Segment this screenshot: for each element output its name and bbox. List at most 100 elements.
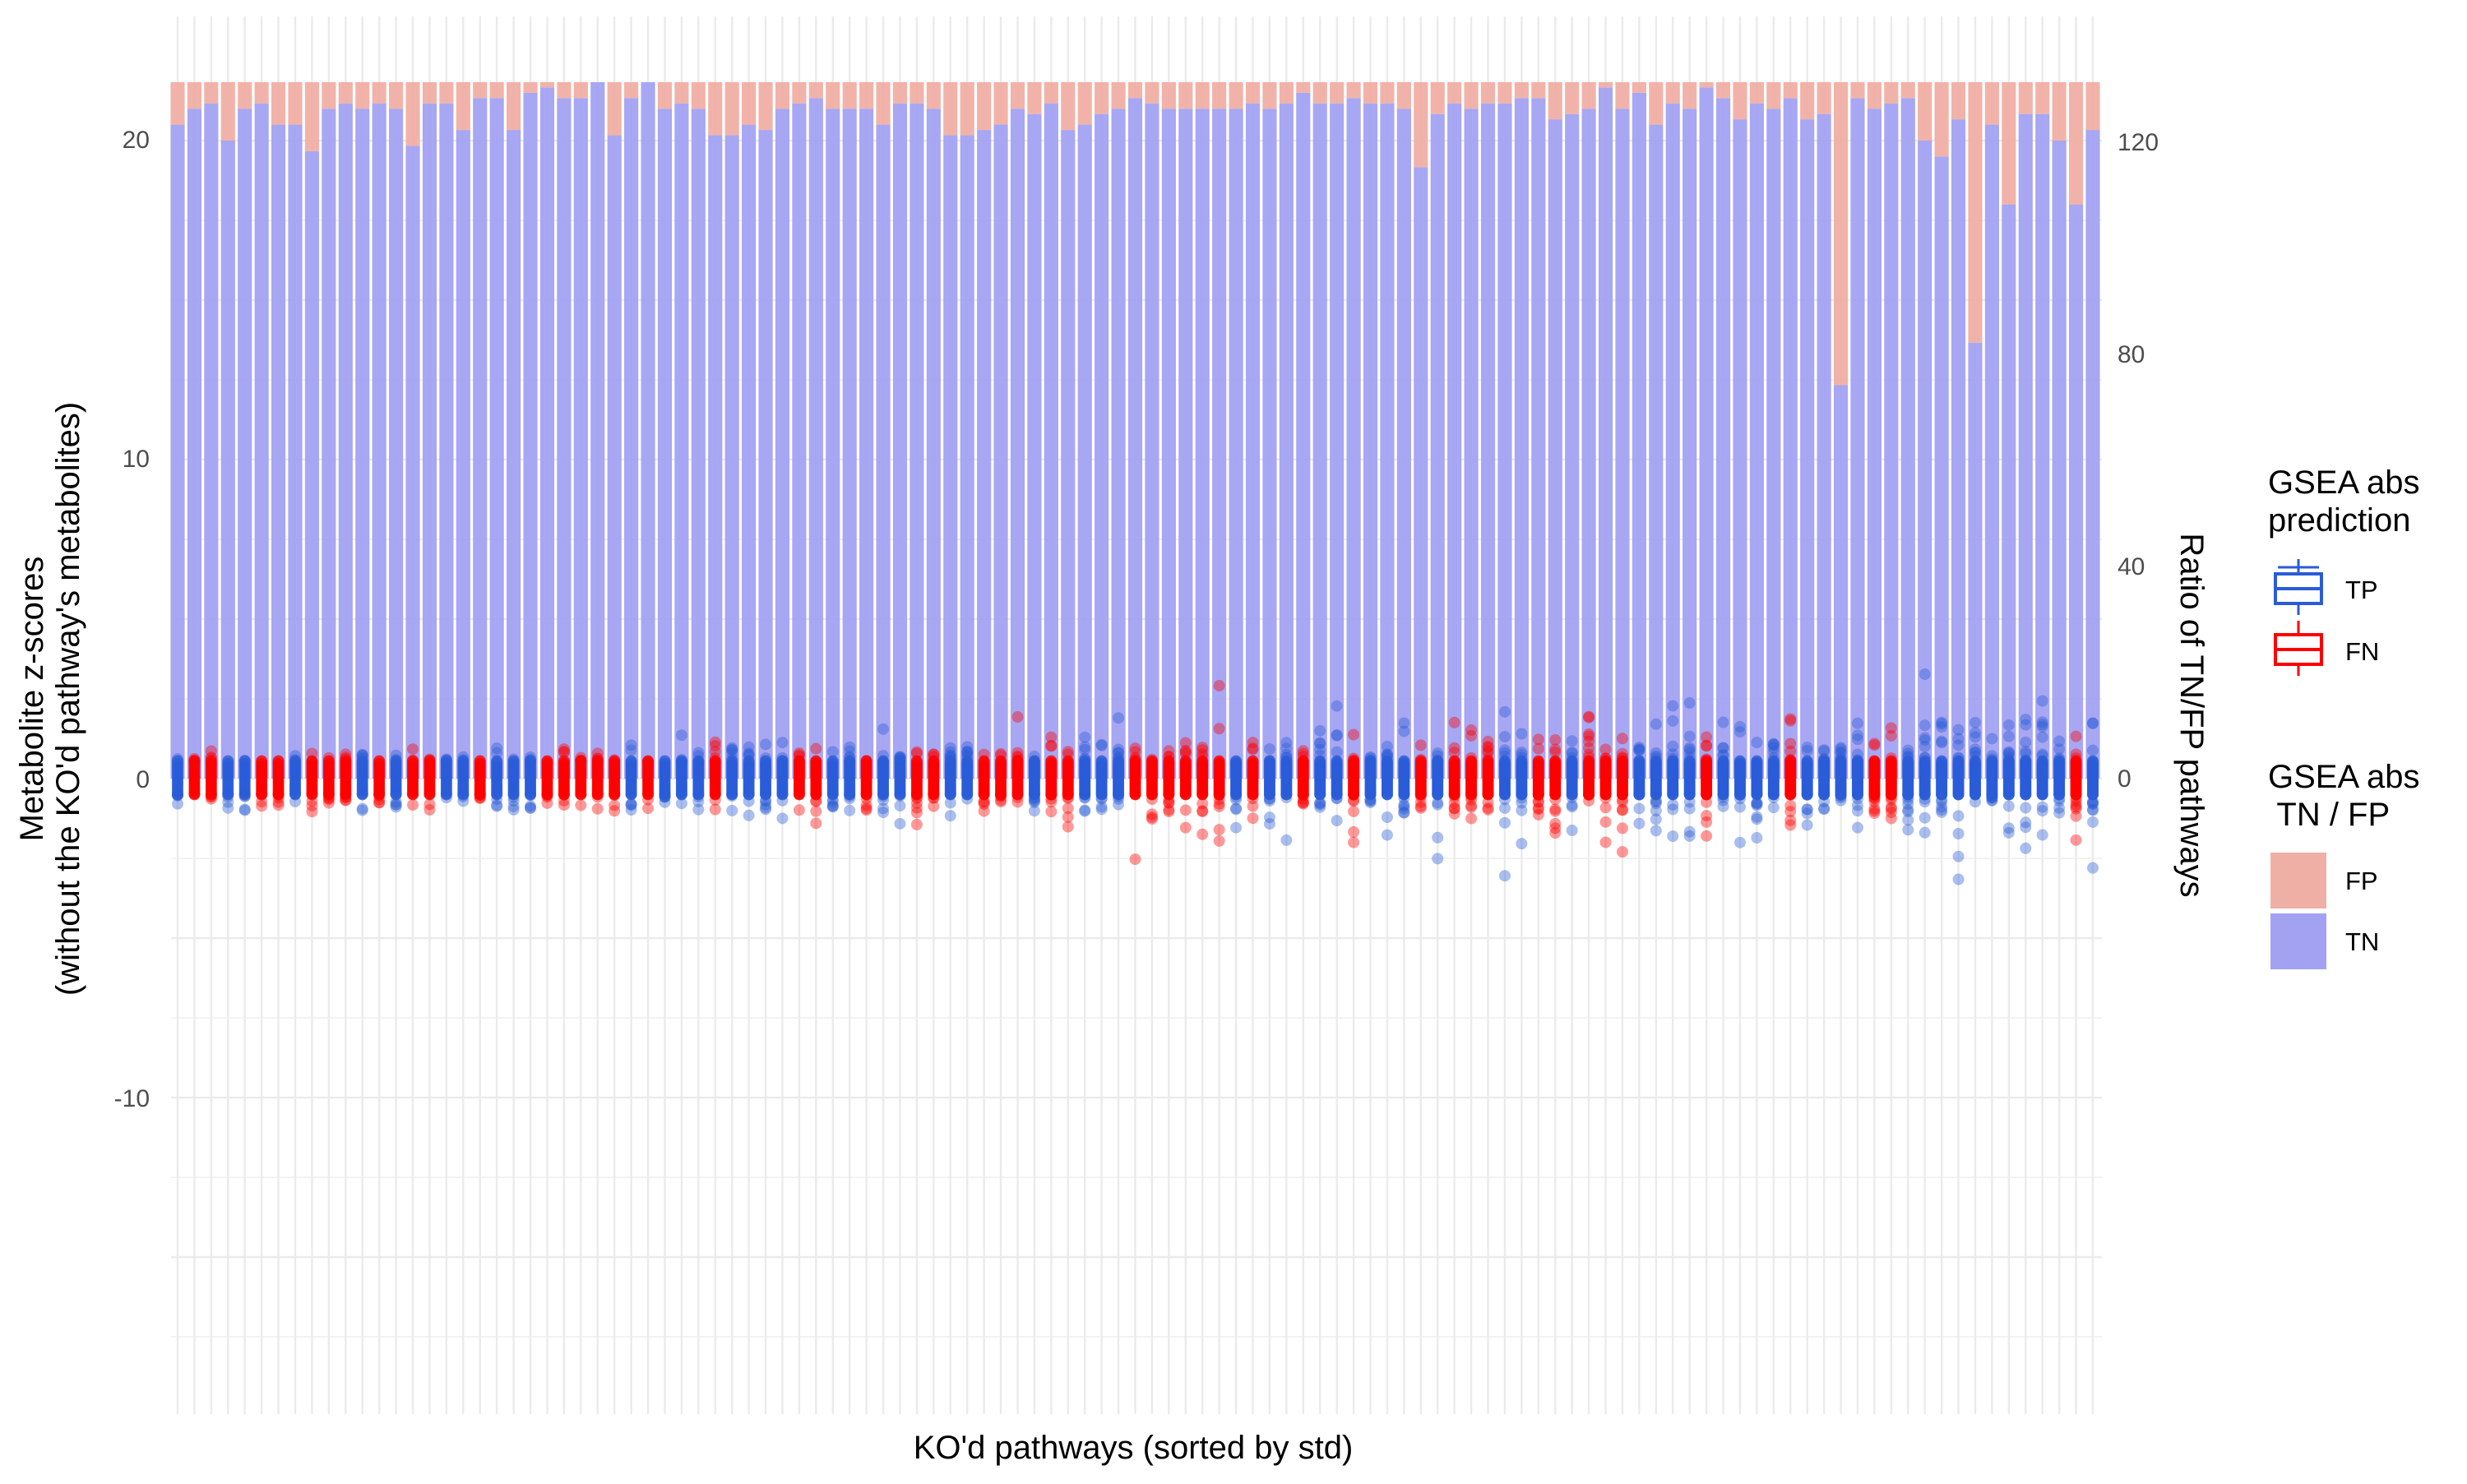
bar-tn: [1212, 109, 1227, 779]
point-outlier: [1969, 716, 1981, 728]
point-outlier: [424, 798, 436, 811]
point-outlier: [659, 796, 671, 808]
bar-tn: [187, 109, 202, 779]
point-outlier: [1079, 752, 1091, 765]
point-outlier: [1885, 752, 1897, 765]
bar-fp: [1800, 81, 1815, 120]
point-outlier: [2020, 736, 2032, 748]
bar-tn: [372, 103, 386, 779]
point-outlier: [238, 790, 251, 802]
point-outlier: [1868, 792, 1881, 804]
point-outlier: [1011, 747, 1024, 759]
point-outlier: [1146, 811, 1158, 823]
point-outlier: [944, 742, 956, 754]
point-outlier: [1767, 791, 1780, 803]
point-outlier: [1616, 796, 1628, 808]
point: [1952, 755, 1965, 767]
point-outlier: [474, 792, 486, 804]
point: [1919, 755, 1931, 767]
point-outlier: [860, 799, 872, 811]
point-outlier: [1851, 821, 1863, 834]
bar-tn: [422, 103, 437, 779]
bar-fp: [1161, 81, 1176, 109]
point: [726, 755, 738, 767]
point-outlier: [1516, 746, 1528, 758]
point-outlier: [1432, 797, 1444, 809]
point-outlier: [1902, 814, 1914, 826]
point-outlier: [1163, 751, 1175, 763]
point-outlier: [424, 754, 436, 766]
point-outlier: [1129, 746, 1141, 758]
point-outlier: [1028, 755, 1040, 767]
point-outlier: [1146, 753, 1158, 765]
point-outlier: [709, 803, 721, 816]
point-outlier: [1851, 729, 1863, 742]
point-outlier: [222, 802, 234, 814]
point-outlier: [1414, 753, 1427, 765]
point-outlier: [1213, 824, 1225, 836]
point-outlier: [1432, 747, 1444, 760]
point-outlier: [2087, 796, 2099, 808]
point: [1364, 755, 1377, 767]
point-outlier: [793, 755, 805, 767]
point: [1179, 755, 1192, 767]
point-outlier: [1079, 743, 1091, 756]
bar-tn: [1061, 130, 1076, 779]
point-outlier: [575, 755, 587, 767]
point-outlier: [1616, 752, 1628, 765]
point-outlier: [1045, 793, 1058, 805]
point-outlier: [1583, 794, 1595, 807]
bar-fp: [405, 81, 420, 146]
bar-fp: [960, 81, 974, 136]
bar-tn: [742, 124, 757, 779]
point-outlier: [407, 799, 419, 811]
point-outlier: [2020, 816, 2032, 829]
point-outlier: [1868, 807, 1881, 820]
point-outlier: [1179, 737, 1192, 749]
point: [474, 755, 486, 767]
point-outlier: [1818, 754, 1831, 766]
bar-fp: [389, 81, 404, 109]
point-outlier: [877, 790, 890, 802]
point-outlier: [1381, 750, 1393, 762]
bar-fp: [238, 81, 252, 109]
point-outlier: [1801, 745, 1813, 757]
bar-fp: [1548, 81, 1562, 120]
point-outlier: [1919, 751, 1931, 764]
point-outlier: [1062, 792, 1074, 804]
bar-tn: [1514, 98, 1529, 779]
point-outlier: [256, 788, 268, 801]
point-outlier: [1936, 804, 1948, 816]
point-outlier: [390, 801, 402, 813]
point-outlier: [2036, 750, 2048, 762]
bar-tn: [826, 109, 840, 779]
point-outlier: [322, 793, 335, 805]
point-outlier: [1028, 805, 1040, 817]
point-outlier: [1113, 752, 1125, 765]
bar-tn: [892, 103, 908, 779]
point-outlier: [1885, 722, 1897, 734]
point-outlier: [2036, 748, 2048, 760]
point-outlier: [256, 795, 268, 807]
point-outlier: [1969, 747, 1981, 759]
bar-fp: [775, 81, 790, 109]
point-outlier: [675, 753, 687, 765]
point-outlier: [558, 743, 570, 756]
bar-tn: [271, 124, 286, 779]
bar-fp: [892, 81, 908, 104]
point-outlier: [894, 751, 906, 763]
point-outlier: [1179, 821, 1192, 834]
point-outlier: [390, 796, 402, 808]
point: [2070, 755, 2082, 767]
point-outlier: [306, 756, 318, 768]
point-outlier: [1179, 746, 1192, 758]
point-outlier: [2053, 752, 2066, 765]
point-outlier: [1263, 793, 1275, 805]
bar-fp: [1145, 81, 1159, 104]
bar-tn: [1111, 109, 1126, 779]
bar-fp: [1077, 81, 1092, 125]
point-outlier: [188, 752, 201, 765]
bar-tn: [910, 103, 924, 779]
point-outlier: [1835, 792, 1847, 804]
point: [1566, 755, 1578, 767]
